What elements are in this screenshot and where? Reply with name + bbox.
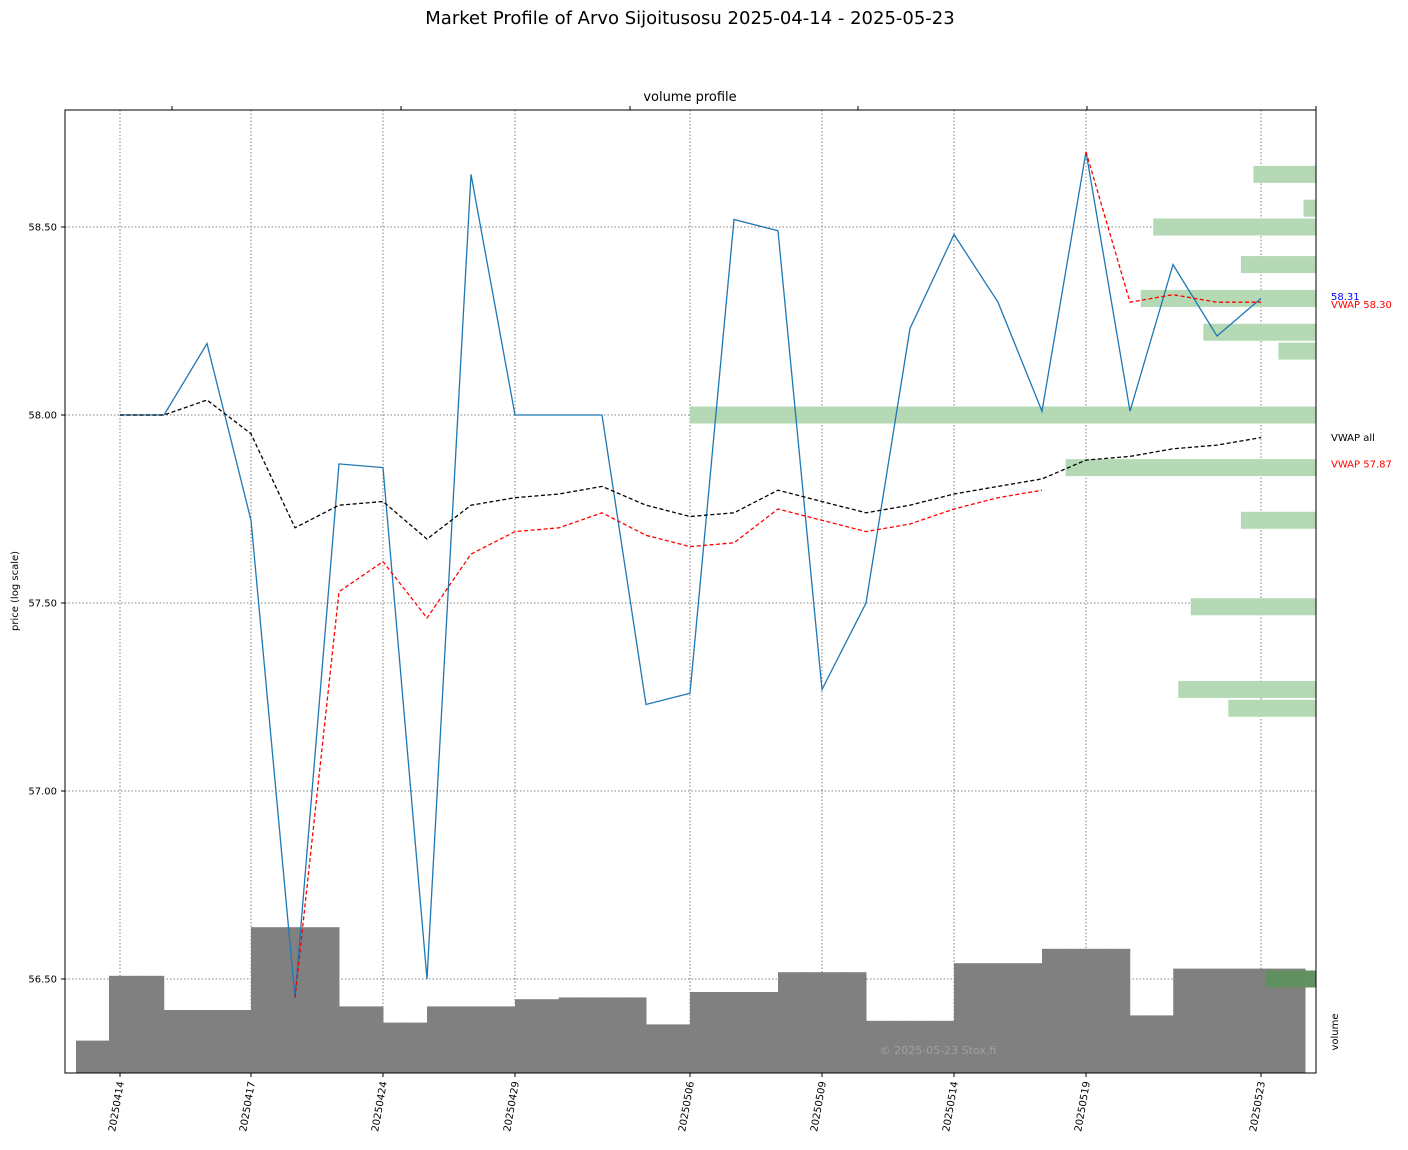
y-tick-label: 57.00 (28, 787, 57, 798)
volume-bar (1086, 948, 1109, 1073)
volume-bar (1195, 968, 1218, 1073)
volume-profile-bar (1265, 970, 1316, 988)
volume-bar (910, 1020, 933, 1073)
volume-bar (427, 1006, 450, 1073)
volume-bar (1064, 948, 1087, 1073)
volume-bar (76, 1040, 110, 1073)
volume-bar (690, 992, 713, 1073)
volume-profile-bar (1278, 342, 1316, 360)
volume-bar (515, 999, 538, 1073)
volume-profile-bar (690, 406, 1316, 424)
volume-profile-bar (1065, 459, 1316, 477)
series-lines (120, 151, 1262, 998)
volume-bar (207, 1010, 230, 1073)
volume-bar (668, 1024, 691, 1073)
volume-profile-bars (690, 165, 1316, 988)
top-axis-label: volume profile (643, 90, 736, 105)
volume-bars (76, 927, 1306, 1073)
volume-bar (712, 992, 735, 1073)
volume-bar (229, 1010, 252, 1073)
volume-bar (142, 975, 165, 1073)
y-tick-label: 57.50 (28, 599, 57, 610)
volume-bar (1108, 948, 1131, 1073)
chart-title: Market Profile of Arvo Sijoitusosu 2025-… (425, 8, 954, 29)
volume-bar (976, 963, 999, 1073)
series-line-vwap-57-87 (294, 489, 1043, 998)
x-tick-label: 20250509 (809, 1081, 829, 1133)
x-tick-label: 20250424 (370, 1081, 390, 1133)
volume-bar (954, 963, 977, 1073)
volume-profile-bar (1253, 165, 1316, 183)
volume-bar (1173, 968, 1196, 1073)
volume-bar (1042, 948, 1065, 1073)
volume-bar (251, 927, 274, 1073)
volume-bar (866, 1020, 889, 1073)
x-tick-label: 20250523 (1248, 1081, 1268, 1133)
volume-bar (998, 963, 1021, 1073)
volume-bar (822, 972, 845, 1073)
volume-profile-bar (1178, 680, 1316, 698)
grid-lines (65, 110, 1316, 1073)
volume-bar (317, 927, 340, 1073)
volume-bar (493, 1006, 516, 1073)
volume-profile-bar (1203, 323, 1316, 341)
volume-bar (646, 1024, 669, 1073)
volume-profile-bar (1153, 218, 1316, 236)
volume-bar (602, 997, 625, 1073)
y-axis-label: price (log scale) (10, 551, 21, 631)
volume-bar (558, 997, 581, 1073)
volume-bar (109, 975, 143, 1073)
volume-bar (405, 1022, 428, 1073)
series-line-price (120, 151, 1262, 998)
volume-bar (932, 1020, 955, 1073)
volume-bar (449, 1006, 472, 1073)
volume-bar (1217, 968, 1240, 1073)
right-label: 58.31 (1331, 292, 1360, 303)
y-tick-label: 58.00 (28, 411, 57, 422)
volume-bar (185, 1010, 208, 1073)
volume-bar (163, 1010, 186, 1073)
volume-axis-label: volume (1330, 1013, 1341, 1050)
volume-bar (295, 927, 318, 1073)
volume-bar (1151, 1015, 1174, 1073)
plot-frame (64, 109, 1317, 1074)
volume-profile-bar (1190, 598, 1316, 616)
volume-bar (1129, 1015, 1152, 1073)
volume-bar (778, 972, 801, 1073)
volume-bar (361, 1006, 384, 1073)
y-tick-label: 58.50 (28, 223, 57, 234)
right-label: VWAP 58.30 (1331, 300, 1392, 311)
volume-profile-bar (1228, 699, 1316, 717)
volume-profile-bar (1240, 256, 1316, 274)
volume-bar (383, 1022, 406, 1073)
right-label: VWAP 57.87 (1331, 459, 1392, 470)
volume-bar (273, 927, 296, 1073)
volume-profile-bar (1140, 289, 1316, 307)
x-tick-label: 20250417 (238, 1081, 258, 1133)
y-tick-label: 56.50 (28, 975, 57, 986)
volume-bar (800, 972, 823, 1073)
volume-bar (537, 999, 560, 1073)
x-tick-label: 20250414 (107, 1081, 127, 1133)
watermark: © 2025-05-23 Stox.fi (880, 1044, 997, 1057)
volume-bar (844, 972, 867, 1073)
volume-bar (756, 992, 779, 1073)
x-tick-label: 20250429 (502, 1081, 522, 1133)
volume-bar (888, 1020, 911, 1073)
x-tick-label: 20250519 (1073, 1081, 1093, 1133)
volume-bar (734, 992, 757, 1073)
volume-bar (580, 997, 603, 1073)
right-label: VWAP all (1331, 433, 1375, 444)
volume-profile-bar (1303, 199, 1316, 217)
series-line-vwap-58-30 (1085, 151, 1261, 303)
volume-profile-bar (1240, 511, 1316, 529)
volume-bar (624, 997, 647, 1073)
volume-bar (1020, 963, 1043, 1073)
x-tick-label: 20250506 (677, 1081, 697, 1133)
volume-bar (471, 1006, 494, 1073)
volume-bar (339, 1006, 362, 1073)
x-tick-label: 20250514 (941, 1081, 961, 1133)
